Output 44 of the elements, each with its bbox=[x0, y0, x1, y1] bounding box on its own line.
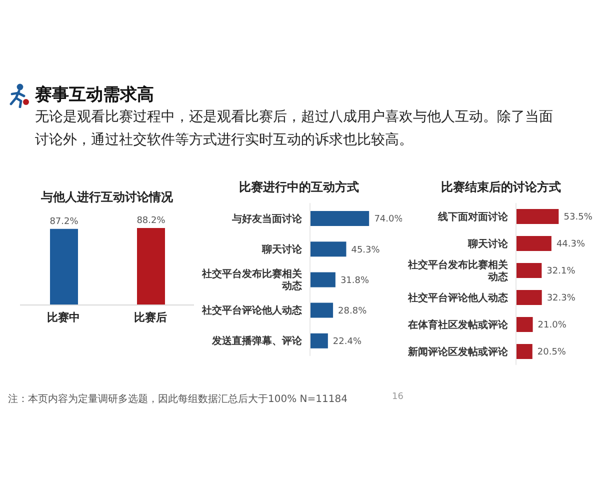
y-tick-label: 聊天讨论 bbox=[261, 243, 303, 256]
data-label: 20.5% bbox=[537, 348, 566, 358]
y-tick-label: 社交平台评论他人动态 bbox=[407, 292, 509, 304]
data-label: 44.3% bbox=[556, 240, 586, 250]
data-label: 22.4% bbox=[332, 337, 362, 348]
x-tick-label: 比赛后 bbox=[134, 310, 167, 324]
y-tick-label: 线下面对面讨论 bbox=[437, 211, 509, 223]
bar bbox=[516, 344, 532, 359]
data-label: 21.0% bbox=[538, 320, 567, 331]
bar bbox=[516, 263, 542, 278]
data-label: 45.3% bbox=[351, 245, 380, 256]
y-tick-label: 社交平台发布比赛相关动态 bbox=[407, 259, 509, 283]
chart-title: 比赛进行中的互动方式 bbox=[239, 179, 359, 196]
data-label: 32.1% bbox=[546, 266, 576, 277]
data-label: 87.2% bbox=[50, 216, 79, 227]
data-label: 28.8% bbox=[338, 306, 368, 316]
bar bbox=[310, 211, 370, 226]
x-tick-label: 比赛中 bbox=[47, 310, 80, 324]
bar bbox=[516, 236, 552, 251]
data-label: 31.8% bbox=[340, 276, 370, 286]
text: 赛事互动需求高 bbox=[35, 84, 154, 106]
text: 16 bbox=[392, 392, 404, 402]
y-tick-label: 社交平台评论他人动态 bbox=[201, 304, 303, 317]
y-tick-label: 社交平台发布比赛相关动态 bbox=[201, 268, 303, 292]
data-label: 88.2% bbox=[136, 216, 166, 226]
y-tick-label: 与好友当面讨论 bbox=[231, 212, 303, 225]
bar bbox=[516, 317, 533, 332]
bar bbox=[516, 290, 542, 305]
chart-title: 比赛结束后的讨论方式 bbox=[441, 179, 561, 196]
text: 无论是观看比赛过程中，还是观看比赛后，超过八成用户喜欢与他人互动。除了当面讨论外，通过社交软件等方式进行实时互动的诉求也比较高。 bbox=[35, 108, 554, 150]
bar bbox=[310, 302, 334, 318]
data-label: 53.5% bbox=[564, 212, 593, 223]
text: 注：本页内容为定量调研多选题，因此每组数据汇总后大于100% N=11184 bbox=[8, 392, 348, 406]
y-tick-label: 聊天讨论 bbox=[467, 238, 509, 250]
y-tick-label: 新闻评论区发帖或评论 bbox=[407, 346, 509, 358]
bar bbox=[516, 209, 559, 224]
bar bbox=[310, 272, 336, 288]
chart-title: 与他人进行互动讨论情况 bbox=[41, 189, 173, 206]
data-label: 32.3% bbox=[546, 294, 576, 304]
bar bbox=[310, 242, 346, 257]
y-tick-label: 在体育社区发帖或评论 bbox=[407, 319, 509, 331]
y-tick-label: 发送直播弹幕、评论 bbox=[211, 335, 303, 348]
data-label: 74.0% bbox=[374, 214, 404, 225]
bar bbox=[310, 333, 328, 348]
